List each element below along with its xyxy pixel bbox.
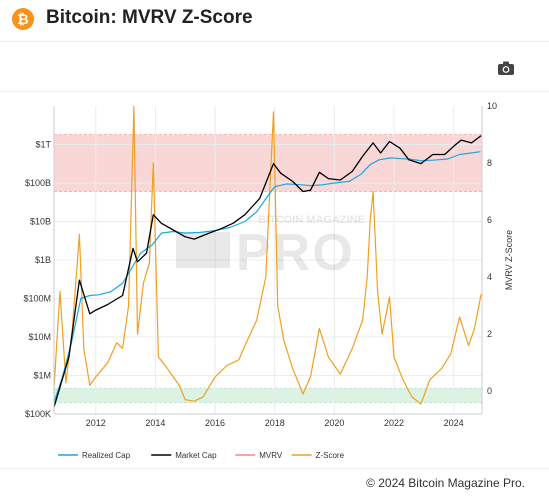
left-tick-label: $10B [30,217,51,227]
watermark-block-icon [176,232,230,268]
right-tick-label: 10 [487,101,497,111]
footer: © 2024 Bitcoin Magazine Pro. [0,468,549,499]
left-tick-label: $1T [35,140,51,150]
legend-label-market-cap: Market Cap [175,451,217,460]
series-lines [54,106,482,408]
chart-header: ₿ Bitcoin: MVRV Z-Score [0,0,549,42]
x-tick-label: 2020 [324,418,344,428]
legend-label-mvrv: MVRV [259,451,283,460]
right-tick-label: 4 [487,272,492,282]
left-tick-label: $10M [28,332,51,342]
watermark: BITCOIN MAGAZINE PRO [176,214,365,282]
copyright-text: © 2024 Bitcoin Magazine Pro. [366,476,525,490]
page-title: Bitcoin: MVRV Z-Score [46,7,253,28]
bitcoin-logo-icon: ₿ [12,8,34,30]
right-tick-label: 8 [487,158,492,168]
x-tick-label: 2024 [444,418,464,428]
watermark-main-text: PRO [236,224,355,282]
axes: MVRV Z-Score $100K $1M $10M $100M $1B $10B $10… [23,101,514,428]
series-realized-cap-line [54,151,481,403]
right-tick-label: 2 [487,329,492,339]
x-tick-label: 2012 [86,418,106,428]
right-tick-label: 0 [487,386,492,396]
legend-label-z-score: Z-Score [316,451,345,460]
x-tick-label: 2014 [145,418,165,428]
legend: Realized Cap Market Cap MVRV Z-Score [58,451,345,460]
x-tick-label: 2018 [265,418,285,428]
x-tick-label: 2022 [384,418,404,428]
camera-icon[interactable] [497,60,515,76]
watermark-top-text: BITCOIN MAGAZINE [258,214,365,226]
left-tick-label: $100K [25,409,51,419]
x-tick-label: 2016 [205,418,225,428]
legend-label-realized-cap: Realized Cap [82,451,131,460]
mvrv-z-score-chart: BITCOIN MAGAZINE PRO MVRV Z-Score $100K $… [23,101,514,460]
left-tick-label: $1M [33,371,51,381]
left-tick-label: $100B [25,178,51,188]
right-axis-title: MVRV Z-Score [504,230,514,290]
chart-toolbar [0,42,549,92]
series-z-score-line [54,106,482,405]
left-tick-label: $100M [23,294,51,304]
left-tick-label: $1B [35,255,51,265]
series-market-cap-line [54,135,482,408]
band-undervalued [54,388,482,403]
right-tick-label: 6 [487,215,492,225]
